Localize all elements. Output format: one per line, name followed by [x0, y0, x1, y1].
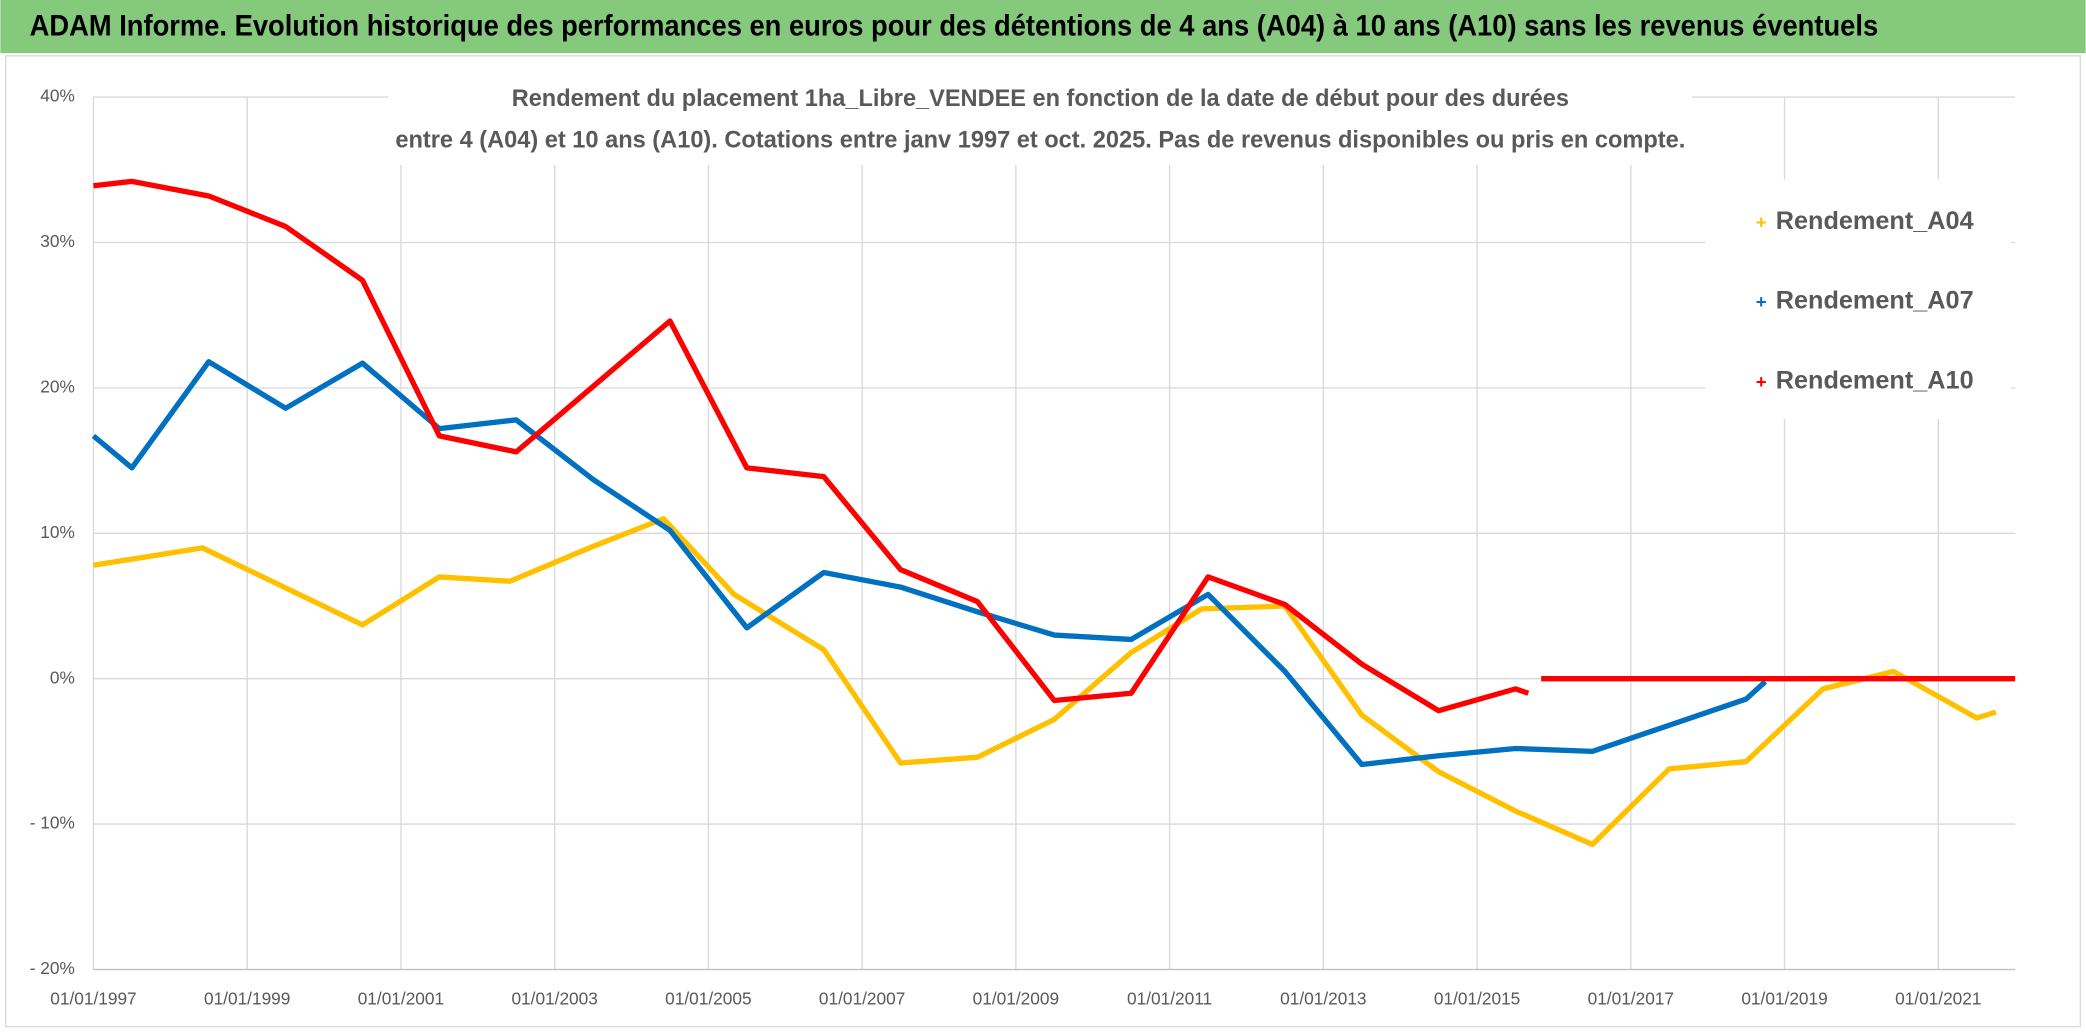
- x-tick-label: 01/01/2003: [511, 989, 597, 1009]
- legend-marker: +: [1756, 291, 1767, 312]
- x-tick-label: 01/01/1997: [50, 989, 136, 1009]
- x-tick-label: 01/01/2015: [1434, 989, 1520, 1009]
- x-tick-label: 01/01/2021: [1895, 989, 1981, 1009]
- legend-label: Rendement_A10: [1776, 366, 1974, 394]
- x-tick-label: 01/01/2007: [819, 989, 905, 1009]
- x-tick-label: 01/01/2013: [1280, 989, 1366, 1009]
- legend-marker: +: [1756, 371, 1767, 392]
- x-tick-label: 01/01/2009: [973, 989, 1059, 1009]
- legend-label: Rendement_A07: [1776, 287, 1974, 315]
- x-tick-label: 01/01/2005: [665, 989, 751, 1009]
- title-background: [388, 82, 1692, 165]
- series-line: [93, 516, 1997, 848]
- chart-title: Rendement du placement 1ha_Libre_VENDEE …: [512, 85, 1569, 112]
- series-line: [93, 178, 2016, 714]
- y-tick-label: - 10%: [30, 813, 75, 833]
- x-tick-label: 01/01/1999: [204, 989, 290, 1009]
- y-tick-label: - 20%: [30, 958, 75, 978]
- chart-title: entre 4 (A04) et 10 ans (A10). Cotations…: [395, 126, 1685, 153]
- legend-background: [1705, 179, 2012, 419]
- y-tick-label: 40%: [40, 86, 75, 106]
- series-line: [91, 359, 1768, 768]
- header-bar: [0, 0, 2086, 54]
- chart-frame: [5, 55, 2081, 1028]
- x-tick-label: 01/01/2017: [1588, 989, 1674, 1009]
- legend-marker: +: [1756, 211, 1767, 232]
- y-tick-label: 30%: [40, 231, 75, 251]
- x-tick-label: 01/01/2011: [1127, 989, 1212, 1009]
- y-tick-label: 20%: [40, 376, 75, 396]
- legend-label: Rendement_A04: [1776, 207, 1974, 235]
- y-tick-label: 0%: [50, 667, 75, 687]
- x-tick-label: 01/01/2001: [358, 989, 444, 1009]
- y-tick-label: 10%: [40, 522, 75, 542]
- page-heading: ADAM Informe. Evolution historique des p…: [30, 11, 1879, 43]
- x-tick-label: 01/01/2019: [1741, 989, 1827, 1009]
